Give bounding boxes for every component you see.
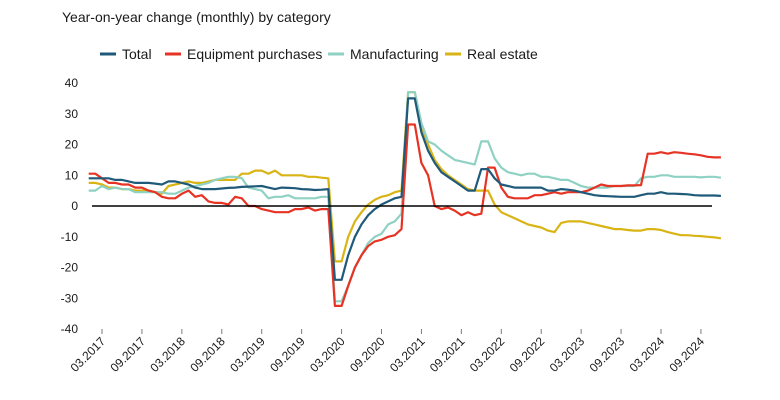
x-tick-label-6: 03.2020 [307,334,348,375]
x-tick-label-11: 09.2022 [507,334,548,375]
x-tick-label-2: 03.2018 [147,334,188,375]
y-tick-label-5: -10 [61,230,79,244]
y-tick-label-8: -40 [61,322,79,336]
x-tick-label-12: 03.2023 [547,334,588,375]
x-tick-label-1: 09.2017 [107,334,148,375]
x-tick-label-3: 09.2018 [187,334,228,375]
legend-label-2: Manufacturing [350,46,439,62]
series-line-1 [88,123,721,307]
y-tick-label-7: -30 [61,291,79,305]
x-tick-label-14: 03.2024 [627,334,668,375]
x-tick-label-7: 09.2020 [347,334,388,375]
x-tick-label-10: 03.2022 [467,334,508,375]
series-line-0 [88,97,721,281]
legend-label-0: Total [122,46,152,62]
x-tick-label-4: 03.2019 [227,334,268,375]
series-lines [88,91,722,307]
y-tick-label-2: 20 [65,138,79,152]
x-tick-label-8: 03.2021 [387,334,428,375]
x-tick-label-13: 09.2023 [587,334,628,375]
y-tick-label-6: -20 [61,261,79,275]
y-tick-label-1: 30 [65,107,79,121]
y-tick-label-3: 10 [65,168,79,182]
x-tick-label-15: 09.2024 [666,334,707,375]
chart-title: Year-on-year change (monthly) by categor… [62,9,331,25]
legend-label-3: Real estate [467,46,538,62]
x-tick-label-9: 09.2021 [427,334,468,375]
x-tick-label-0: 03.2017 [68,334,109,375]
legend: Total Equipment purchases Manufacturing Rea… [100,46,538,62]
legend-label-1: Equipment purchases [187,46,322,62]
y-tick-label-4: 0 [71,199,78,213]
x-tick-label-5: 09.2019 [267,334,308,375]
y-tick-label-0: 40 [65,76,79,90]
